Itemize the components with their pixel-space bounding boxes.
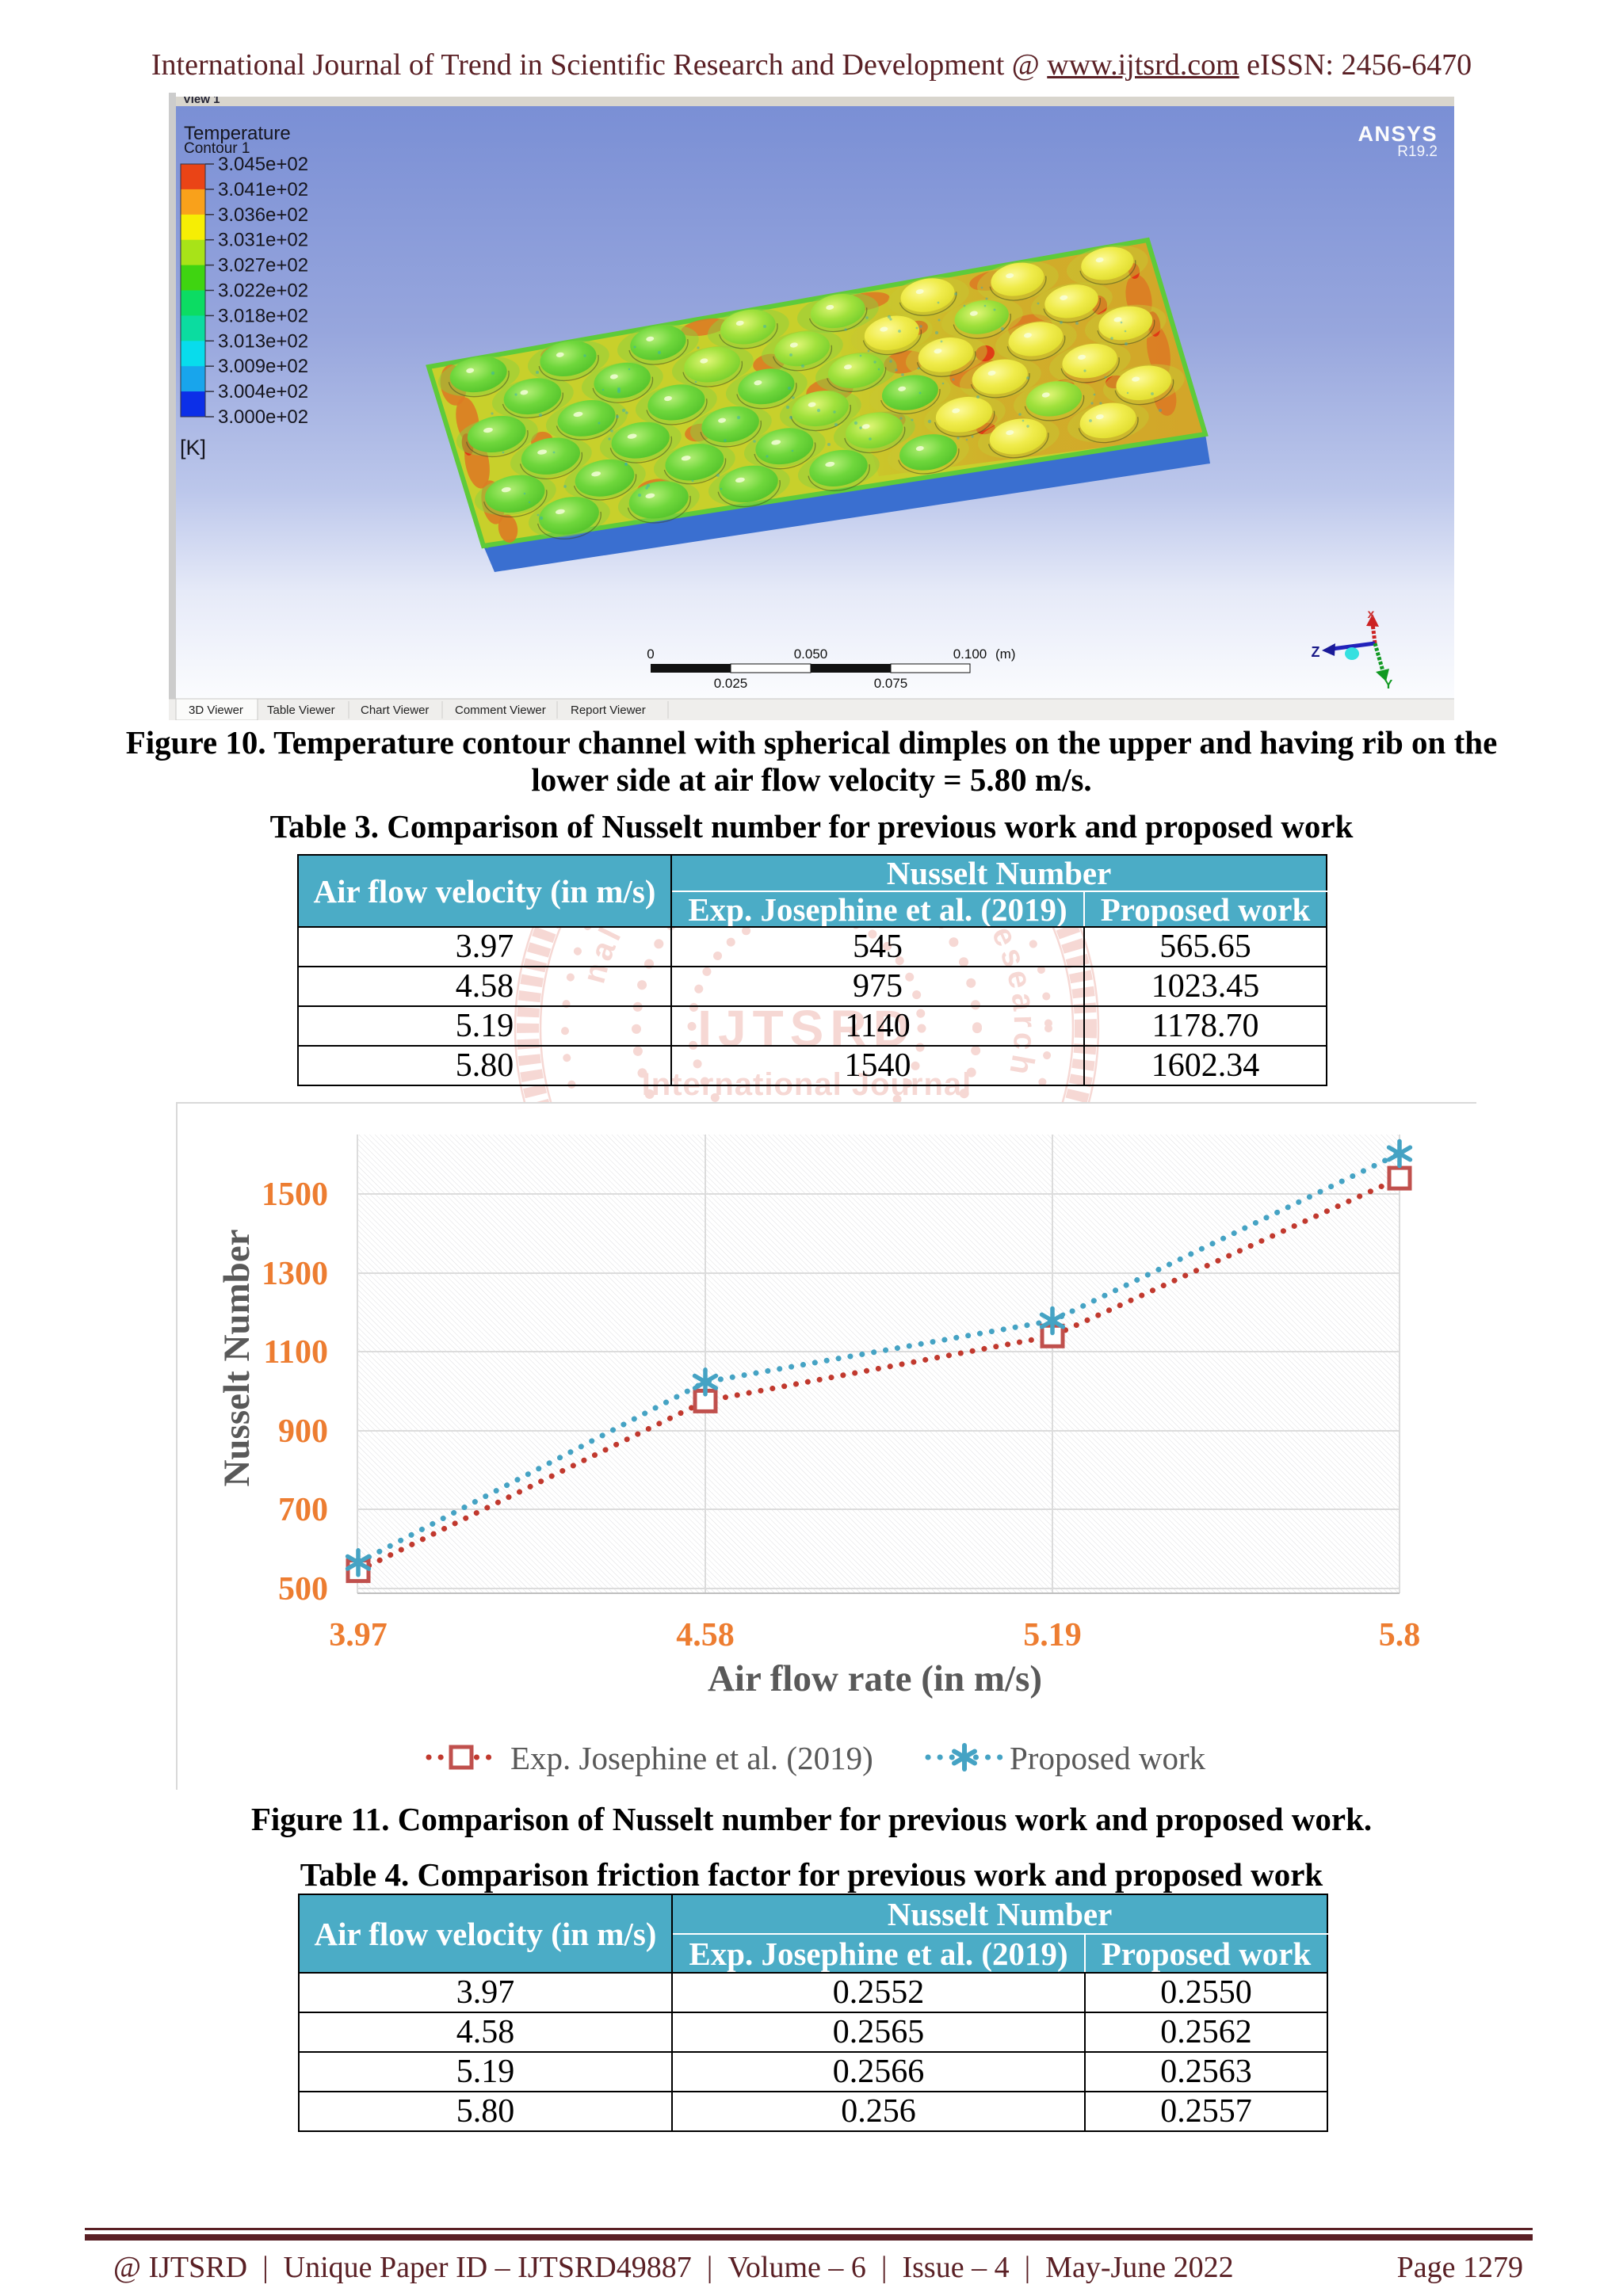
svg-text:3.018e+02: 3.018e+02 bbox=[218, 305, 308, 326]
svg-text:5.19: 5.19 bbox=[1023, 1617, 1082, 1653]
svg-text:Exp. Josephine et al. (2019): Exp. Josephine et al. (2019) bbox=[510, 1740, 873, 1776]
svg-text:Air flow rate (in m/s): Air flow rate (in m/s) bbox=[708, 1658, 1042, 1699]
svg-text:500: 500 bbox=[278, 1571, 328, 1608]
svg-text:Comment Viewer: Comment Viewer bbox=[455, 704, 546, 717]
svg-text:0.050: 0.050 bbox=[794, 646, 828, 662]
svg-text:0.025: 0.025 bbox=[714, 676, 748, 691]
svg-text:(m): (m) bbox=[995, 646, 1015, 662]
svg-text:3.041e+02: 3.041e+02 bbox=[218, 179, 308, 200]
svg-text:3.004e+02: 3.004e+02 bbox=[218, 381, 308, 402]
svg-text:3.027e+02: 3.027e+02 bbox=[218, 255, 308, 277]
svg-text:3D Viewer: 3D Viewer bbox=[189, 704, 243, 717]
svg-text:Chart Viewer: Chart Viewer bbox=[361, 704, 429, 717]
svg-text:3.022e+02: 3.022e+02 bbox=[218, 280, 308, 302]
svg-text:900: 900 bbox=[278, 1413, 328, 1450]
svg-text:3.031e+02: 3.031e+02 bbox=[218, 230, 308, 251]
svg-text:Table Viewer: Table Viewer bbox=[267, 704, 335, 717]
svg-text:Report Viewer: Report Viewer bbox=[571, 704, 646, 717]
svg-text:Nusselt Number: Nusselt Number bbox=[216, 1229, 258, 1486]
svg-text:3.036e+02: 3.036e+02 bbox=[218, 204, 308, 226]
svg-text:ANSYS: ANSYS bbox=[1358, 122, 1438, 146]
svg-text:Y: Y bbox=[1384, 678, 1393, 692]
svg-text:Z: Z bbox=[1312, 644, 1320, 660]
svg-text:3.97: 3.97 bbox=[329, 1617, 388, 1653]
svg-text:Contour 1: Contour 1 bbox=[184, 140, 250, 157]
svg-text:Proposed work: Proposed work bbox=[1010, 1740, 1206, 1776]
svg-text:1100: 1100 bbox=[263, 1334, 328, 1371]
svg-text:1500: 1500 bbox=[262, 1177, 328, 1213]
svg-text:3.009e+02: 3.009e+02 bbox=[218, 356, 308, 377]
svg-text:3.000e+02: 3.000e+02 bbox=[218, 406, 308, 428]
svg-text:0: 0 bbox=[647, 646, 654, 662]
svg-text:R19.2: R19.2 bbox=[1397, 143, 1438, 160]
svg-text:0.100: 0.100 bbox=[953, 646, 987, 662]
svg-text:x: x bbox=[1368, 608, 1375, 621]
svg-text:1300: 1300 bbox=[262, 1256, 328, 1292]
svg-text:Temperature: Temperature bbox=[184, 123, 291, 144]
svg-text:[K]: [K] bbox=[180, 436, 206, 460]
svg-text:3.013e+02: 3.013e+02 bbox=[218, 330, 308, 352]
svg-text:3.045e+02: 3.045e+02 bbox=[218, 154, 308, 175]
svg-text:4.58: 4.58 bbox=[676, 1617, 735, 1653]
svg-text:5.8: 5.8 bbox=[1379, 1617, 1421, 1653]
svg-text:700: 700 bbox=[278, 1492, 328, 1528]
svg-text:0.075: 0.075 bbox=[874, 676, 908, 691]
